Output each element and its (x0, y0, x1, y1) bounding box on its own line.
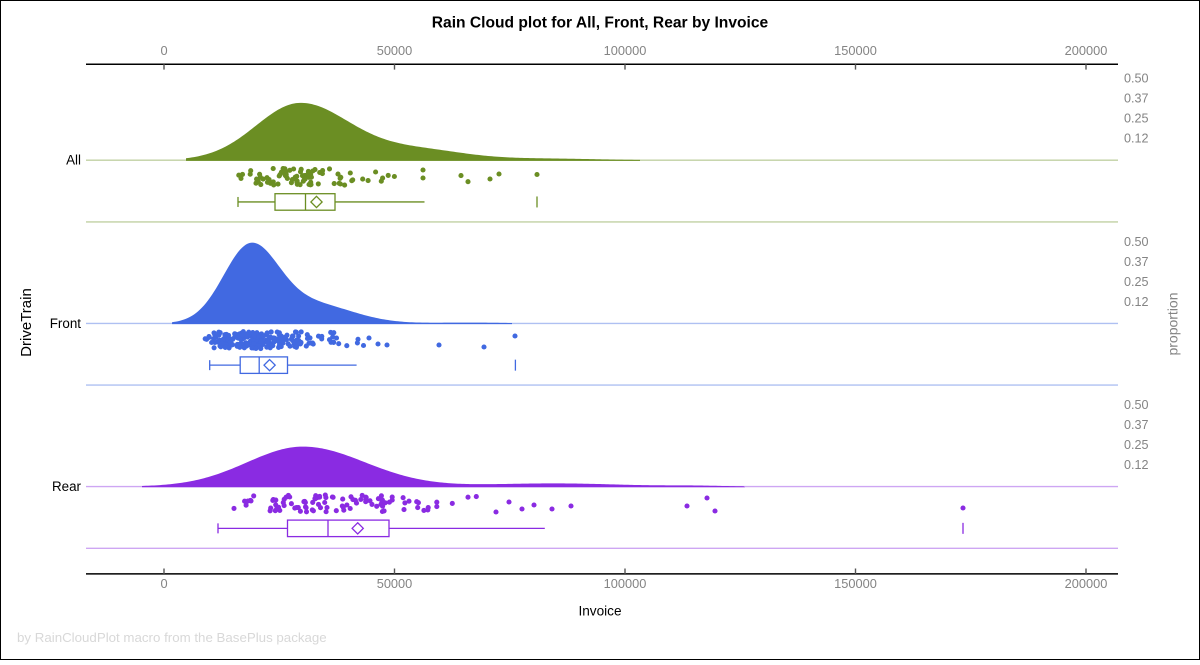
svg-text:Rain Cloud plot for All, Front: Rain Cloud plot for All, Front, Rear by … (432, 15, 769, 32)
svg-text:0.37: 0.37 (1124, 255, 1149, 269)
svg-text:0.50: 0.50 (1124, 235, 1149, 249)
svg-text:200000: 200000 (1065, 576, 1108, 591)
svg-text:0: 0 (160, 43, 167, 58)
svg-text:0: 0 (160, 576, 167, 591)
svg-text:0.25: 0.25 (1124, 275, 1149, 289)
svg-text:50000: 50000 (377, 43, 413, 58)
svg-text:0.25: 0.25 (1124, 438, 1149, 452)
svg-text:0.37: 0.37 (1124, 92, 1149, 106)
svg-text:0.37: 0.37 (1124, 418, 1149, 432)
svg-text:0.25: 0.25 (1124, 112, 1149, 126)
svg-text:0.12: 0.12 (1124, 458, 1149, 472)
svg-text:0.50: 0.50 (1124, 72, 1149, 86)
svg-text:by RainCloudPlot macro from th: by RainCloudPlot macro from the BasePlus… (17, 630, 327, 645)
svg-text:200000: 200000 (1065, 43, 1108, 58)
svg-text:100000: 100000 (604, 43, 647, 58)
svg-text:0.12: 0.12 (1124, 295, 1149, 309)
svg-text:150000: 150000 (834, 43, 877, 58)
svg-text:All: All (66, 153, 81, 168)
svg-text:Front: Front (50, 316, 82, 331)
svg-text:100000: 100000 (604, 576, 647, 591)
svg-text:0.12: 0.12 (1124, 132, 1149, 146)
svg-text:150000: 150000 (834, 576, 877, 591)
svg-text:50000: 50000 (377, 576, 413, 591)
svg-text:Invoice: Invoice (578, 604, 621, 619)
svg-text:0.50: 0.50 (1124, 398, 1149, 412)
svg-text:Rear: Rear (52, 479, 82, 494)
svg-text:DriveTrain: DriveTrain (18, 288, 35, 357)
svg-text:proportion: proportion (1165, 292, 1181, 355)
